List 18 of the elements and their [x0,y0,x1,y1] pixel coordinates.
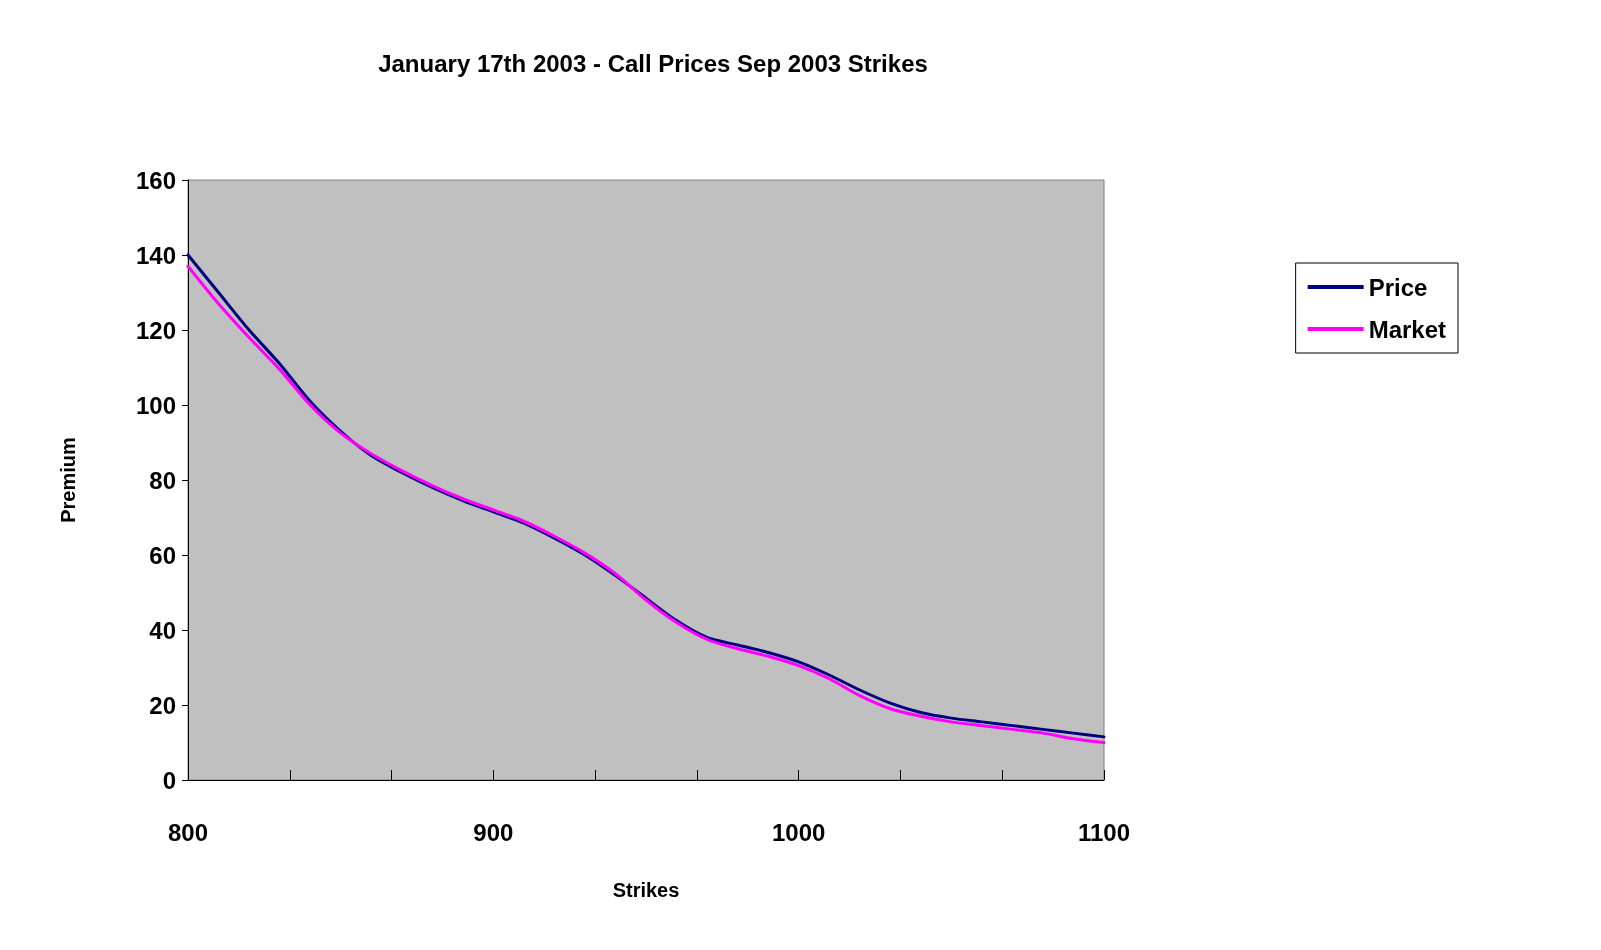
chart-title: January 17th 2003 - Call Prices Sep 2003 Strikes [378,49,928,77]
y-tick-label: 20 [149,691,176,719]
legend-label: Price [1368,273,1428,301]
x-tick-label: 900 [473,818,514,846]
y-tick-label: 140 [135,241,176,269]
y-tick-label: 40 [149,616,176,644]
x-tick-label: 1000 [771,818,826,846]
x-axis-title: Strikes [612,879,680,901]
legend-label: Market [1368,315,1447,343]
x-tick-label: 800 [167,818,209,846]
y-tick-label: 80 [149,466,176,494]
y-tick-label: 160 [135,166,176,194]
y-tick-label: 60 [149,541,176,569]
x-tick-label: 1100 [1077,818,1131,846]
y-tick-label: 120 [135,316,176,344]
y-axis-title: Premium [57,437,79,523]
y-tick-label: 100 [135,391,176,419]
y-tick-label: 0 [162,766,176,794]
